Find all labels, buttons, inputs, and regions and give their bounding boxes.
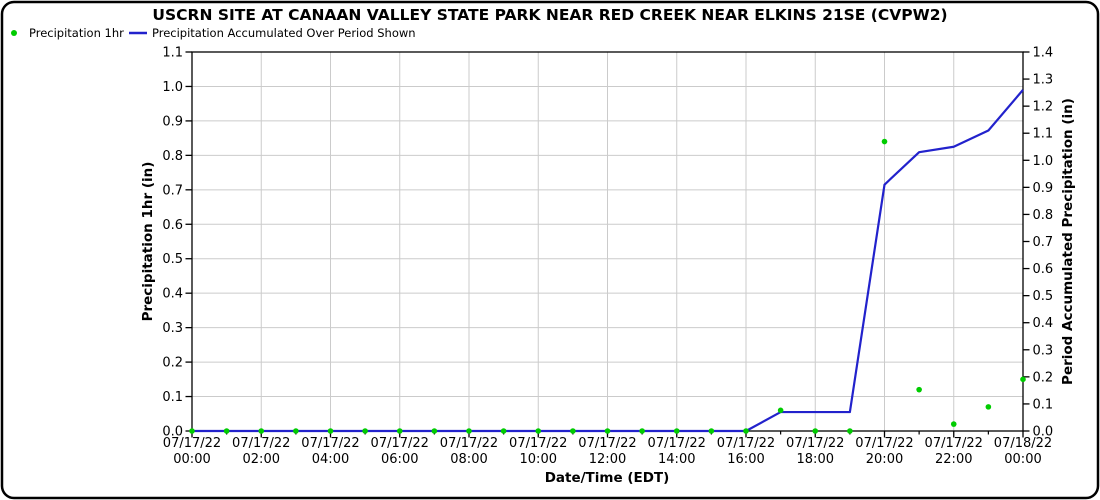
left-axis-tick-label: 0.4 xyxy=(162,287,183,302)
right-axis-tick-label: 0.9 xyxy=(1033,181,1054,196)
left-axis-tick-label: 0.8 xyxy=(162,149,183,164)
right-axis-tick-label: 0.0 xyxy=(1033,425,1054,440)
left-axis-label: Precipitation 1hr (in) xyxy=(140,162,156,322)
left-axis-tick-label: 0.2 xyxy=(162,356,183,371)
x-tick-time-label: 12:00 xyxy=(589,452,626,467)
left-axis-tick-label: 0.5 xyxy=(162,252,183,267)
gridlines-layer xyxy=(192,52,1023,431)
legend-accumulated-label: Precipitation Accumulated Over Period Sh… xyxy=(152,26,416,40)
precipitation-1hr-dot xyxy=(223,428,230,434)
x-tick-date-label: 07/17/22 xyxy=(786,436,844,451)
precipitation-1hr-dot xyxy=(258,428,265,434)
x-tick-time-label: 10:00 xyxy=(520,452,557,467)
precipitation-1hr-dot xyxy=(535,428,542,434)
x-tick-time-label: 08:00 xyxy=(450,452,487,467)
right-axis-tick-label: 1.2 xyxy=(1033,100,1054,115)
axes-layer: 0.00.10.20.30.40.50.60.70.80.91.01.10.00… xyxy=(162,46,1053,468)
x-tick-date-label: 07/17/22 xyxy=(232,436,290,451)
left-axis-tick-label: 1.0 xyxy=(162,80,183,95)
precipitation-1hr-dot xyxy=(570,428,576,434)
x-tick-time-label: 04:00 xyxy=(312,452,349,467)
x-tick-date-label: 07/17/22 xyxy=(855,436,913,451)
x-tick-time-label: 00:00 xyxy=(1004,452,1041,467)
x-tick-time-label: 00:00 xyxy=(173,452,210,467)
precipitation-1hr-dot xyxy=(500,428,507,434)
x-tick-date-label: 07/17/22 xyxy=(717,436,775,451)
right-axis-tick-label: 0.6 xyxy=(1033,262,1054,277)
right-axis-tick-label: 1.4 xyxy=(1033,46,1054,61)
accumulated-precipitation-line xyxy=(192,89,1024,433)
precipitation-1hr-dot xyxy=(777,407,784,414)
x-tick-date-label: 07/17/22 xyxy=(371,436,429,451)
x-tick-date-label: 07/17/22 xyxy=(440,436,498,451)
precipitation-1hr-dot xyxy=(708,428,715,434)
precipitation-1hr-dot xyxy=(812,428,819,434)
x-tick-time-label: 20:00 xyxy=(866,452,903,467)
precipitation-1hr-dot xyxy=(604,428,611,434)
x-tick-time-label: 06:00 xyxy=(381,452,418,467)
right-axis-tick-label: 1.3 xyxy=(1033,73,1054,88)
right-axis-tick-label: 0.3 xyxy=(1033,343,1054,358)
precipitation-1hr-dot xyxy=(847,428,853,434)
left-axis-tick-label: 1.1 xyxy=(162,46,183,61)
left-axis-tick-label: 0.1 xyxy=(162,390,183,405)
precipitation-1hr-dot xyxy=(327,428,334,434)
left-axis-tick-label: 0.0 xyxy=(162,425,183,440)
right-axis-tick-label: 1.1 xyxy=(1033,127,1054,142)
series-layer xyxy=(189,89,1026,434)
precipitation-1hr-dot xyxy=(743,428,749,434)
legend: Precipitation 1hr Precipitation Accumula… xyxy=(11,26,416,40)
x-tick-date-label: 07/17/22 xyxy=(301,436,359,451)
precipitation-1hr-dot xyxy=(189,428,195,434)
precipitation-1hr-dot xyxy=(673,428,680,434)
x-tick-date-label: 07/17/22 xyxy=(578,436,636,451)
chart-title: USCRN SITE AT CANAAN VALLEY STATE PARK N… xyxy=(152,6,947,24)
precipitation-1hr-dot xyxy=(1020,376,1026,383)
left-axis-tick-label: 0.6 xyxy=(162,218,183,233)
legend-precip-label: Precipitation 1hr xyxy=(29,26,124,40)
right-axis-tick-label: 0.8 xyxy=(1033,208,1054,223)
precipitation-1hr-dot xyxy=(950,421,957,427)
x-axis-label: Date/Time (EDT) xyxy=(545,470,670,486)
right-axis-tick-label: 0.7 xyxy=(1033,235,1054,250)
right-axis-tick-label: 0.5 xyxy=(1033,289,1054,304)
x-tick-time-label: 22:00 xyxy=(935,452,972,467)
x-tick-time-label: 02:00 xyxy=(243,452,280,467)
x-tick-date-label: 07/17/22 xyxy=(509,436,567,451)
precipitation-1hr-dot xyxy=(466,428,472,434)
x-tick-date-label: 07/18/22 xyxy=(994,436,1052,451)
x-tick-date-label: 07/17/22 xyxy=(925,436,983,451)
x-tick-date-label: 07/17/22 xyxy=(163,436,221,451)
x-tick-date-label: 07/17/22 xyxy=(648,436,706,451)
right-axis-tick-label: 0.2 xyxy=(1033,370,1054,385)
legend-precip-dot-marker xyxy=(11,30,17,36)
precipitation-1hr-dot xyxy=(396,428,403,434)
left-axis-tick-label: 0.7 xyxy=(162,183,183,198)
left-axis-tick-label: 0.9 xyxy=(162,114,183,129)
left-axis-tick-label: 0.3 xyxy=(162,321,183,336)
right-axis-tick-label: 1.0 xyxy=(1033,154,1054,169)
precipitation-1hr-dot xyxy=(985,404,992,410)
precipitation-1hr-dot xyxy=(639,428,645,434)
right-axis-label: Period Accumulated Precipitation (in) xyxy=(1060,98,1076,385)
x-tick-time-label: 18:00 xyxy=(797,452,834,467)
x-tick-time-label: 14:00 xyxy=(658,452,695,467)
precipitation-1hr-dot xyxy=(362,428,368,434)
precipitation-1hr-dot xyxy=(293,428,299,434)
precipitation-1hr-dot xyxy=(916,386,922,393)
right-axis-tick-label: 0.1 xyxy=(1033,397,1054,412)
precipitation-1hr-dot xyxy=(431,428,438,434)
x-tick-time-label: 16:00 xyxy=(727,452,764,467)
right-axis-tick-label: 0.4 xyxy=(1033,316,1054,331)
precipitation-1hr-dot xyxy=(881,138,888,145)
